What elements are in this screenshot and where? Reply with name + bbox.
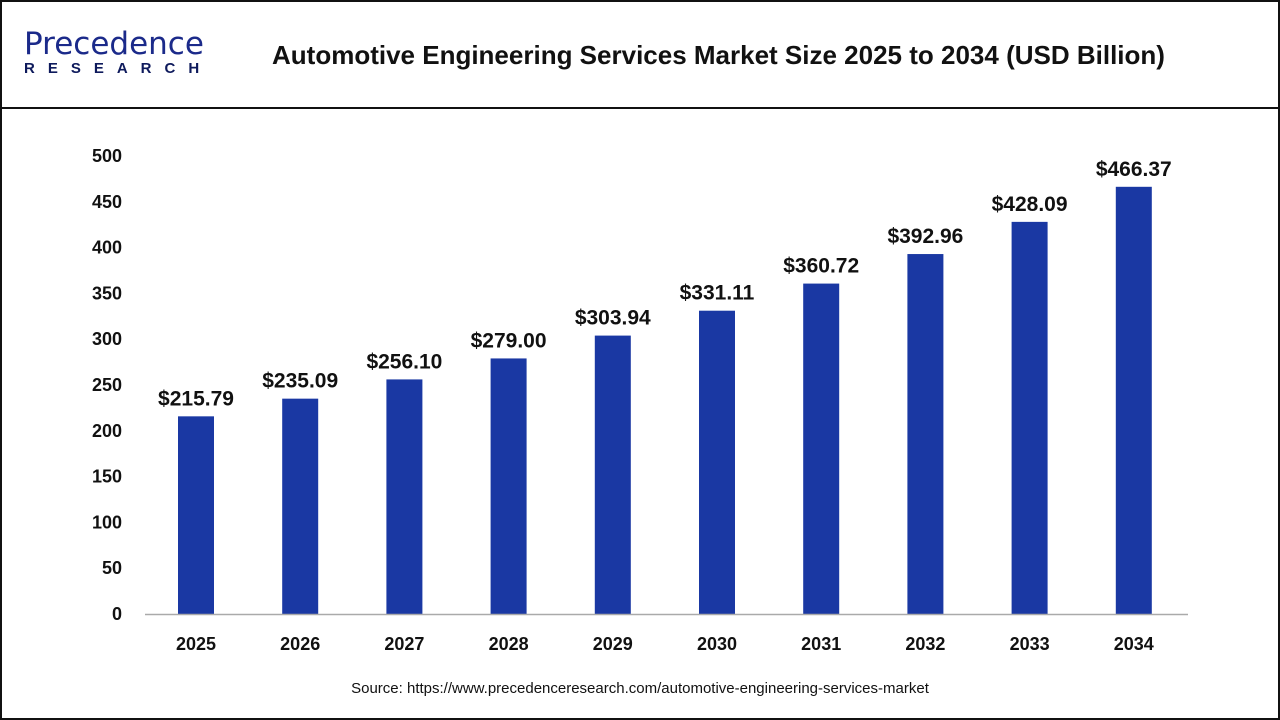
bar-2025 (178, 416, 214, 614)
x-tick-label: 2027 (384, 634, 424, 654)
data-label: $360.72 (783, 255, 859, 278)
bar-2031 (803, 283, 840, 614)
y-tick-label: 300 (92, 329, 122, 349)
data-label: $392.96 (887, 225, 963, 248)
data-label: $235.09 (262, 370, 338, 393)
y-tick-label: 450 (92, 192, 122, 212)
data-label: $428.09 (992, 193, 1068, 216)
y-tick-label: 400 (92, 238, 122, 258)
data-label: $256.10 (366, 350, 442, 373)
bar-2030 (699, 310, 735, 614)
data-label: $303.94 (575, 307, 651, 330)
source-text: Source: https://www.precedenceresearch.c… (351, 680, 929, 697)
y-tick-label: 0 (112, 604, 122, 624)
data-label: $279.00 (471, 329, 547, 352)
data-label: $331.11 (680, 282, 755, 305)
data-label: $215.79 (158, 387, 234, 410)
x-tick-label: 2028 (489, 634, 529, 654)
x-tick-label: 2032 (905, 634, 945, 654)
y-tick-label: 100 (92, 512, 122, 532)
y-tick-label: 200 (92, 421, 122, 441)
x-tick-label: 2033 (1010, 634, 1050, 654)
y-tick-label: 150 (92, 467, 122, 487)
data-label: $466.37 (1096, 158, 1172, 181)
bar-2034 (1115, 186, 1152, 614)
x-tick-label: 2029 (593, 634, 633, 654)
precedence-research-logo: Precedence RESEARCH (24, 28, 212, 77)
header: Precedence RESEARCH Automotive Engineeri… (0, 0, 1280, 109)
x-tick-label: 2026 (280, 634, 320, 654)
logo-subtext: RESEARCH (24, 60, 213, 77)
bar-2029 (594, 335, 631, 614)
x-tick-label: 2031 (801, 634, 841, 654)
x-tick-label: 2030 (697, 634, 737, 654)
y-tick-label: 500 (92, 146, 122, 166)
chart-title: Automotive Engineering Services Market S… (272, 40, 1165, 70)
bar-2032 (907, 254, 944, 614)
logo-text: Precedence (24, 26, 204, 62)
bar-2033 (1011, 221, 1048, 614)
y-tick-label: 350 (92, 283, 122, 303)
x-tick-label: 2025 (176, 634, 216, 654)
y-tick-label: 250 (92, 375, 122, 395)
y-tick-label: 50 (102, 558, 122, 578)
bar-2026 (282, 398, 319, 614)
bar-2027 (386, 379, 423, 614)
x-tick-label: 2034 (1114, 634, 1154, 654)
bar-2028 (490, 358, 527, 614)
